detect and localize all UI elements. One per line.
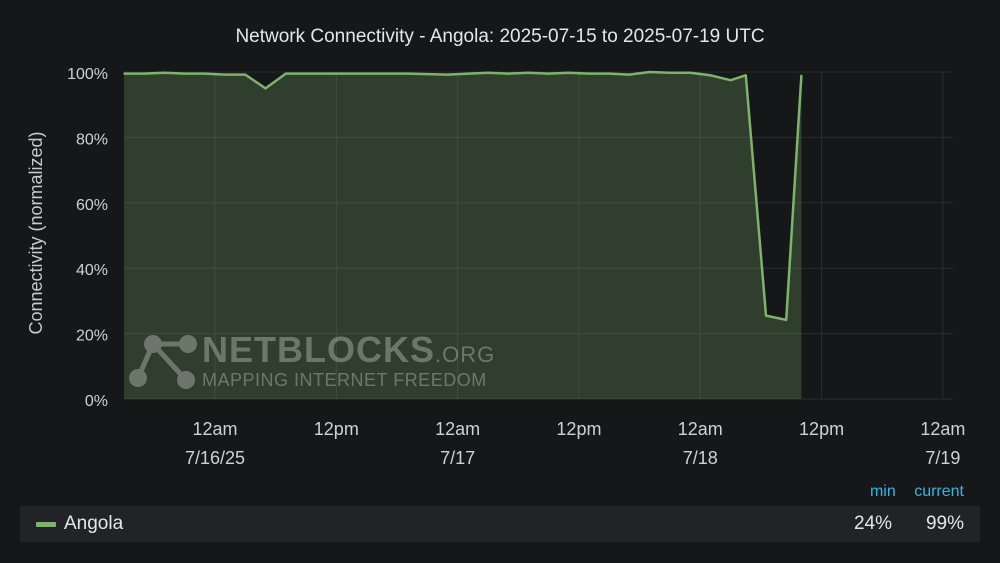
x-tick-label: 12pm bbox=[799, 419, 844, 439]
x-tick-label: 12am bbox=[678, 419, 723, 439]
y-tick-label: 60% bbox=[76, 197, 108, 214]
netblocks-logo-icon bbox=[129, 335, 197, 389]
x-tick-label: 12am bbox=[435, 419, 480, 439]
data-point bbox=[365, 72, 368, 75]
data-point bbox=[487, 71, 489, 74]
data-point bbox=[163, 71, 166, 74]
data-point bbox=[183, 72, 186, 75]
data-point bbox=[800, 74, 803, 77]
data-point bbox=[745, 74, 747, 77]
x-tick-label: 12am bbox=[920, 419, 965, 439]
data-point bbox=[785, 319, 787, 321]
data-point bbox=[628, 73, 631, 76]
grid bbox=[124, 71, 953, 400]
legend-min-value: 24% bbox=[853, 513, 892, 534]
data-point bbox=[547, 72, 550, 75]
watermark-tagline: MAPPING INTERNET FREEDOM bbox=[202, 370, 487, 390]
y-tick-label: 100% bbox=[67, 66, 108, 83]
data-point bbox=[507, 72, 510, 75]
series-area-fill bbox=[124, 72, 802, 399]
data-point bbox=[527, 71, 530, 74]
data-point bbox=[648, 71, 651, 73]
x-tick-date-label: 7/18 bbox=[683, 448, 718, 468]
y-tick-label: 40% bbox=[76, 262, 108, 279]
data-point bbox=[406, 72, 408, 75]
x-tick-date-label: 7/16/25 bbox=[185, 448, 245, 468]
legend-header-current[interactable]: current bbox=[914, 483, 964, 500]
data-point bbox=[325, 72, 328, 75]
data-point bbox=[689, 71, 691, 74]
x-tick-label: 12pm bbox=[556, 419, 601, 439]
chart-title: Network Connectivity - Angola: 2025-07-1… bbox=[235, 26, 765, 47]
watermark-brand: NETBLOCKS.ORG bbox=[202, 329, 496, 370]
data-point bbox=[765, 314, 767, 317]
data-point bbox=[244, 73, 247, 76]
area-layer bbox=[123, 70, 803, 399]
watermark-suffix: .ORG bbox=[435, 342, 496, 367]
x-tick-label: 12am bbox=[192, 419, 237, 439]
data-point bbox=[446, 73, 449, 76]
data-point bbox=[123, 72, 125, 75]
series-line-angola bbox=[124, 70, 803, 322]
data-point bbox=[204, 72, 206, 75]
x-tick-label: 12pm bbox=[314, 419, 359, 439]
legend-swatch bbox=[36, 521, 56, 527]
legend-header: min current bbox=[856, 483, 964, 501]
y-tick-label: 0% bbox=[85, 393, 108, 410]
data-point bbox=[608, 72, 611, 75]
y-tick-label: 20% bbox=[76, 328, 108, 345]
y-tick-label: 80% bbox=[76, 131, 108, 148]
x-axis-ticks: 12am 7/16/25 12pm 12am 7/17 12pm 12am 7/18 12pm 1… bbox=[185, 419, 965, 468]
legend-series-name[interactable]: Angola bbox=[64, 513, 124, 534]
data-point bbox=[264, 87, 267, 90]
x-tick-date-label: 7/19 bbox=[925, 448, 960, 468]
data-point bbox=[729, 79, 732, 81]
data-point bbox=[669, 71, 671, 74]
x-tick-date-label: 7/17 bbox=[440, 448, 475, 468]
data-point bbox=[588, 72, 590, 75]
data-point bbox=[285, 72, 287, 75]
data-point bbox=[709, 74, 712, 77]
data-point bbox=[568, 71, 570, 74]
y-axis-label: Connectivity (normalized) bbox=[26, 131, 46, 334]
netblocks-watermark: NETBLOCKS.ORG MAPPING INTERNET FREEDOM bbox=[128, 330, 494, 395]
legend-header-min[interactable]: min bbox=[869, 483, 896, 500]
data-point bbox=[224, 73, 226, 76]
legend-row[interactable]: Angola 24% 99% bbox=[20, 506, 980, 542]
legend-current-value: 99% bbox=[925, 513, 964, 534]
y-axis-ticks: 0% 20% 40% 60% 80% 100% bbox=[67, 66, 108, 410]
data-point bbox=[143, 72, 145, 75]
